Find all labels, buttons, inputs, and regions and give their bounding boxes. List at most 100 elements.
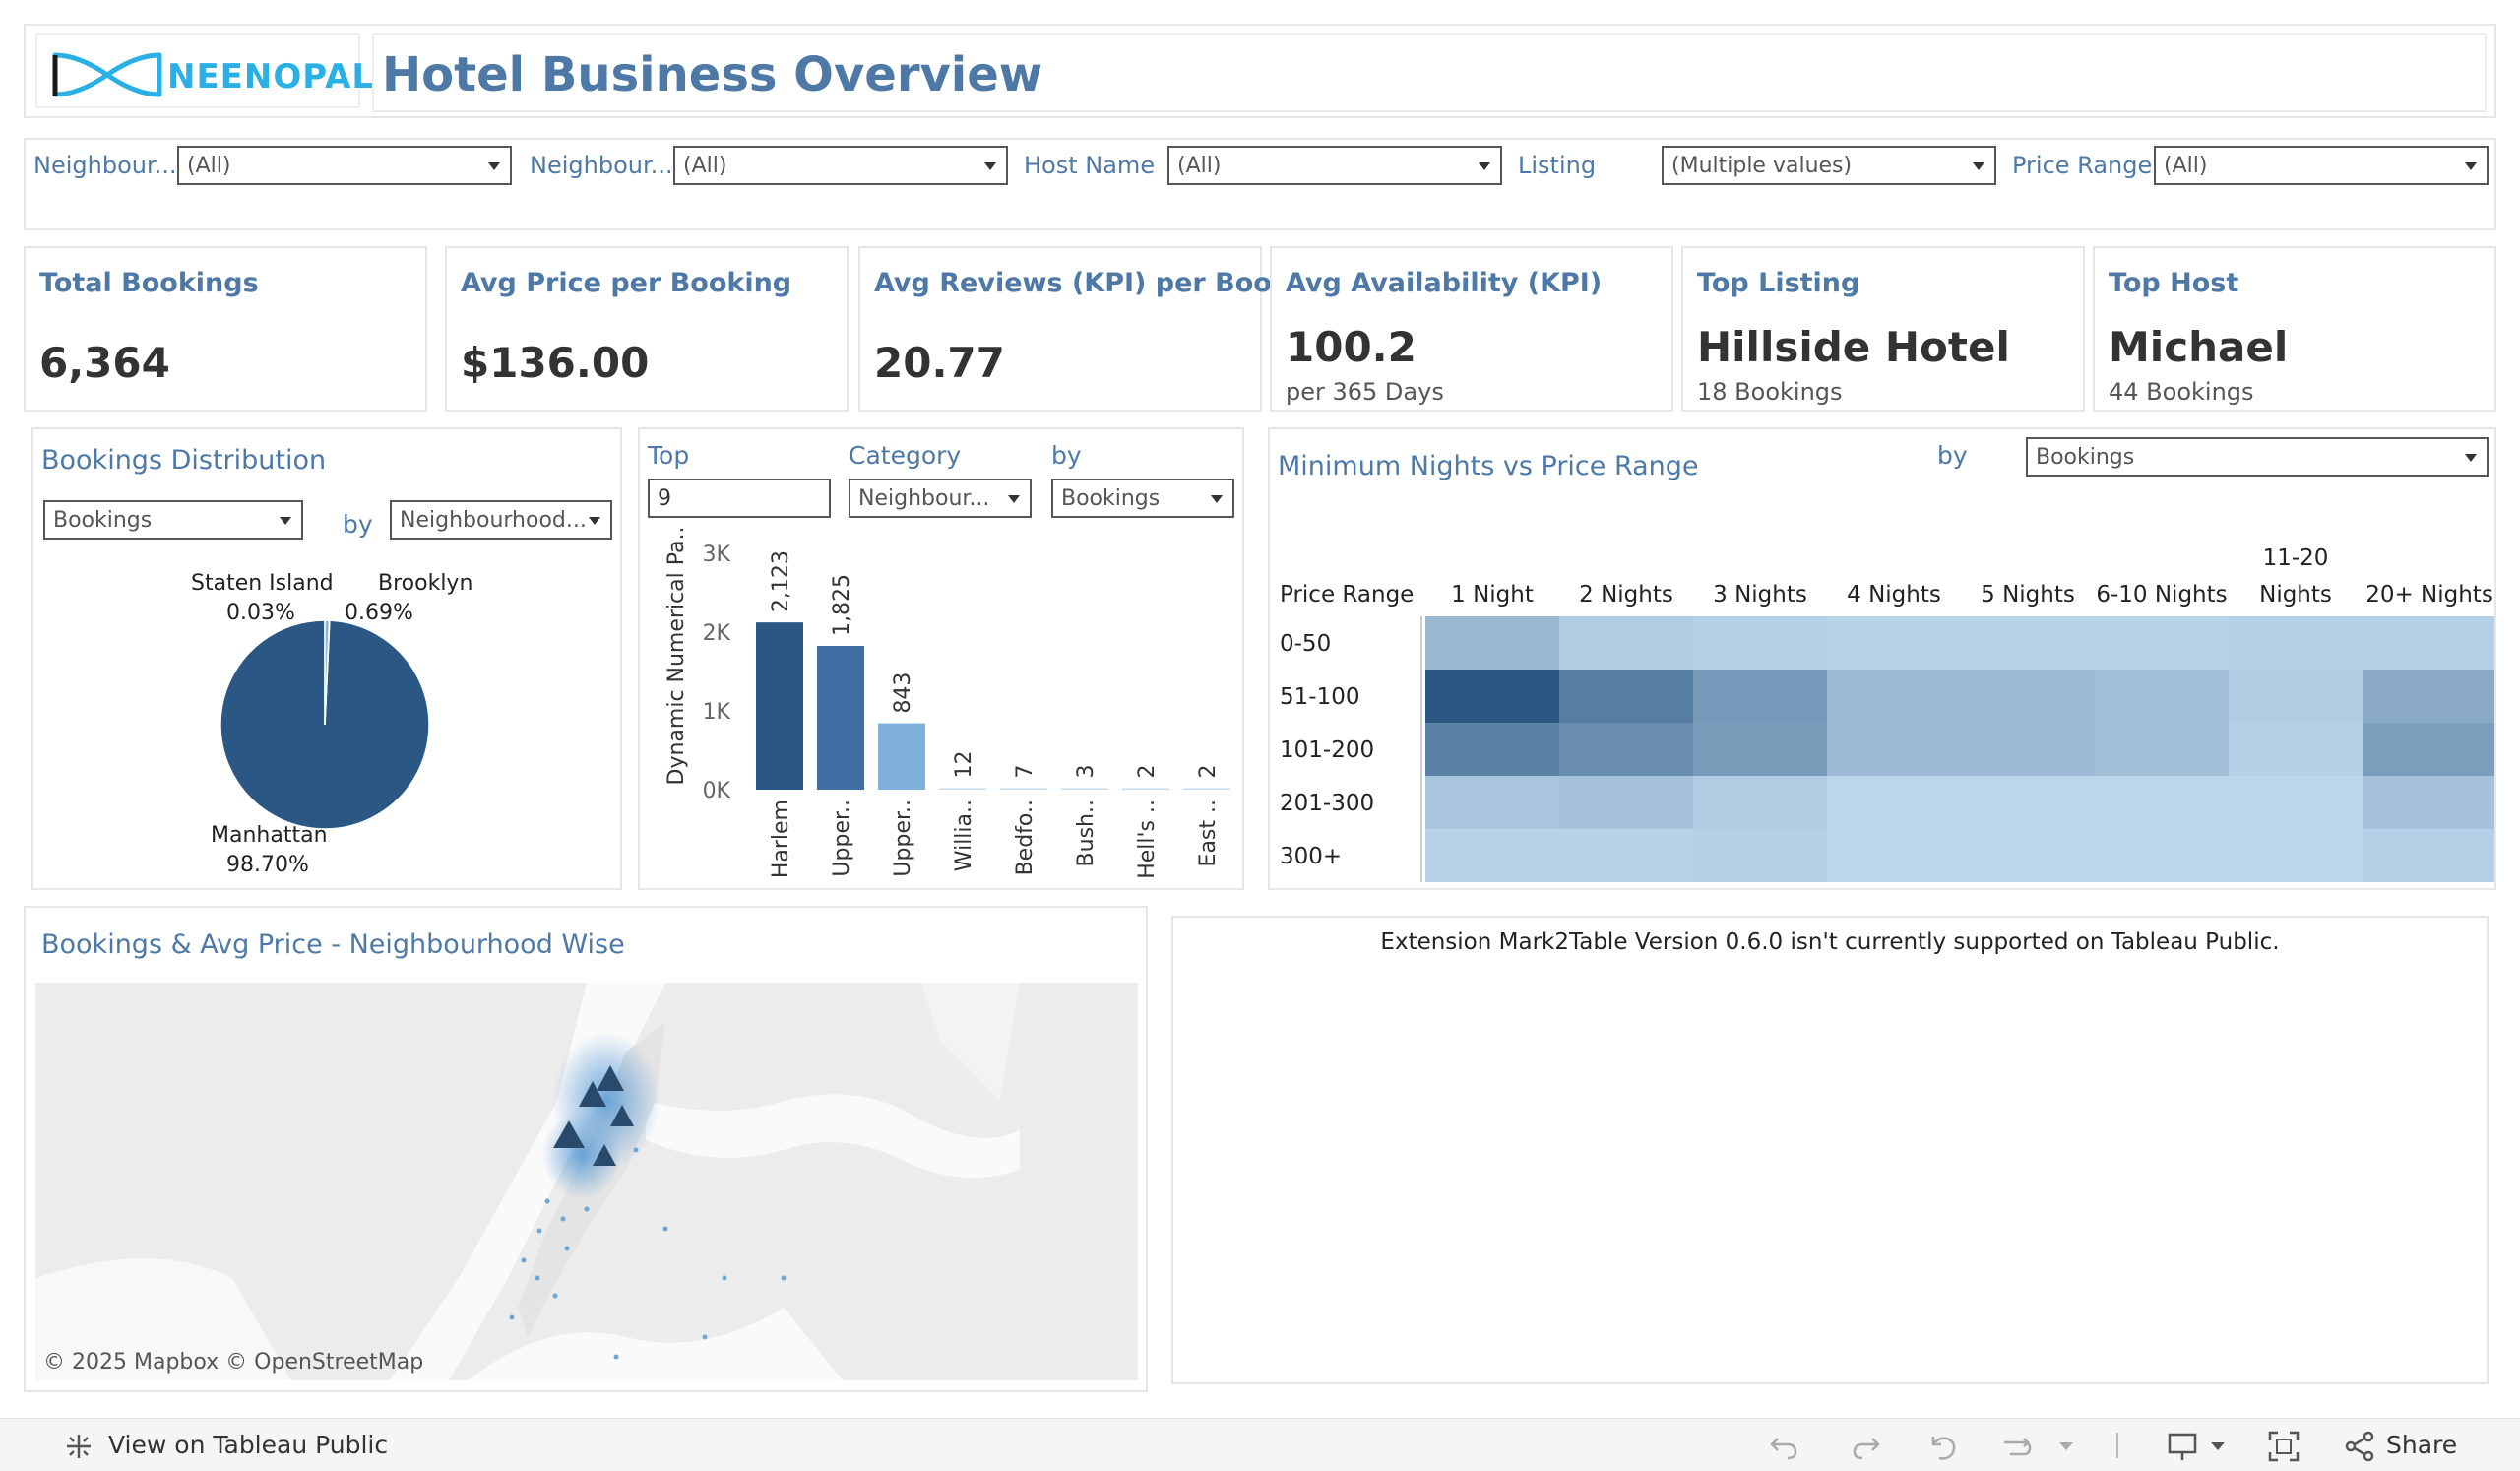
heatmap-cell[interactable]	[1961, 670, 2095, 723]
undo-icon[interactable]	[1766, 1429, 1801, 1464]
by-select[interactable]: Bookings	[1051, 479, 1234, 518]
bar-value-label: 2	[1196, 765, 1221, 779]
bar[interactable]	[878, 723, 925, 790]
bar-value-label: 1,825	[830, 574, 854, 636]
map-marker-triangle[interactable]	[553, 1120, 585, 1148]
heatmap-cell[interactable]	[1425, 670, 1559, 723]
heatmap-cell[interactable]	[1827, 829, 1961, 882]
heatmap-cell[interactable]	[2362, 723, 2494, 776]
chevron-down-icon[interactable]	[2209, 1440, 2227, 1452]
heatmap-cell[interactable]	[1559, 776, 1693, 829]
heatmap-cell[interactable]	[1425, 616, 1559, 670]
heatmap-cell[interactable]	[1961, 829, 2095, 882]
heatmap-cell[interactable]	[2095, 776, 2229, 829]
heatmap-cell[interactable]	[1693, 776, 1827, 829]
heatmap-cell[interactable]	[1827, 776, 1961, 829]
heatmap-cell[interactable]	[2229, 670, 2362, 723]
pie-chart[interactable]	[217, 616, 433, 833]
bar-value-label: 2,123	[769, 550, 793, 612]
filter-select-neighbourhood-group[interactable]: (All)	[177, 146, 512, 185]
map-marker-triangle[interactable]	[579, 1081, 606, 1107]
filter-label-neighbourhood: Neighbour...	[530, 152, 673, 179]
heatmap-measure-select[interactable]: Bookings	[2026, 437, 2488, 477]
map-marker-triangle[interactable]	[597, 1065, 624, 1091]
heatmap-cell[interactable]	[2229, 776, 2362, 829]
heatmap-cell[interactable]	[2095, 616, 2229, 670]
heatmap-cell[interactable]	[2095, 829, 2229, 882]
revert-icon[interactable]	[1925, 1429, 1961, 1464]
heatmap-cell[interactable]	[1693, 616, 1827, 670]
heatmap-cell[interactable]	[1425, 776, 1559, 829]
heatmap-cell[interactable]	[2095, 670, 2229, 723]
heatmap-cell[interactable]	[1827, 670, 1961, 723]
kpi-avg-reviews: Avg Reviews (KPI) per Booking 20.77	[858, 246, 1337, 412]
bar[interactable]	[1061, 788, 1108, 791]
map-marker-triangle[interactable]	[593, 1144, 616, 1166]
view-on-tableau-public-link[interactable]: View on Tableau Public	[108, 1431, 389, 1459]
heatmap-cell[interactable]	[1425, 723, 1559, 776]
share-icon[interactable]	[2343, 1429, 2378, 1464]
bar[interactable]	[1122, 788, 1169, 791]
heatmap-cell[interactable]	[1693, 723, 1827, 776]
share-button[interactable]: Share	[2386, 1431, 2458, 1459]
heatmap-cell[interactable]	[2229, 829, 2362, 882]
toolbar-divider	[2116, 1433, 2118, 1458]
filter-select-listing[interactable]: (Multiple values)	[1662, 146, 1996, 185]
chevron-down-icon	[589, 517, 600, 525]
dimension-select[interactable]: Neighbourhood...	[390, 500, 612, 540]
heatmap-cell[interactable]	[1559, 829, 1693, 882]
chevron-down-icon[interactable]	[2057, 1440, 2075, 1452]
heatmap-chart[interactable]: Price Range 1 Night 2 Nights 3 Nights 4 Nigh…	[1270, 508, 2494, 888]
heatmap-cell[interactable]	[2095, 723, 2229, 776]
heatmap-cell[interactable]	[1827, 616, 1961, 670]
column-header-label: 4 Nights	[1847, 582, 1941, 608]
heatmap-cell[interactable]	[2362, 776, 2494, 829]
bar[interactable]	[817, 646, 864, 790]
bar-value-label: 7	[1013, 765, 1038, 779]
heatmap-cell[interactable]	[1827, 723, 1961, 776]
heatmap-cell[interactable]	[2362, 670, 2494, 723]
heatmap-cell[interactable]	[1961, 776, 2095, 829]
heatmap-cell[interactable]	[2229, 616, 2362, 670]
category-label: Category	[849, 441, 962, 470]
refresh-icon[interactable]	[1998, 1429, 2034, 1464]
heatmap-cell[interactable]	[1961, 616, 2095, 670]
x-tick-label: East ..	[1196, 799, 1221, 866]
kpi-title: Total Bookings	[39, 268, 259, 298]
heatmap-cell[interactable]	[1693, 829, 1827, 882]
redo-icon[interactable]	[1849, 1429, 1884, 1464]
map-marker-triangle[interactable]	[610, 1105, 634, 1126]
filter-select-host-name[interactable]: (All)	[1167, 146, 1502, 185]
map-attribution[interactable]: © 2025 Mapbox © OpenStreetMap	[43, 1350, 424, 1375]
category-select[interactable]: Neighbour...	[849, 479, 1032, 518]
fullscreen-icon[interactable]	[2266, 1429, 2301, 1464]
heatmap-cell[interactable]	[2362, 616, 2494, 670]
kpi-value: Hillside Hotel	[1697, 323, 2010, 371]
pie-label-manhattan: Manhattan	[211, 823, 328, 848]
heatmap-cell[interactable]	[2362, 829, 2494, 882]
column-header-label: 1 Night	[1451, 582, 1534, 608]
bookings-distribution-panel: Bookings Distribution Bookings by Neighb…	[32, 427, 622, 890]
bar[interactable]	[756, 622, 803, 790]
heatmap-cell[interactable]	[2229, 723, 2362, 776]
bar[interactable]	[1183, 788, 1230, 791]
map[interactable]: © 2025 Mapbox © OpenStreetMap	[35, 983, 1138, 1380]
by-label: by	[1051, 441, 1082, 470]
column-header-label: 20+ Nights	[2365, 582, 2493, 608]
panel-title: Bookings Distribution	[41, 445, 327, 476]
bar[interactable]	[939, 788, 986, 791]
presentation-icon[interactable]	[2166, 1429, 2201, 1464]
bar[interactable]	[1000, 788, 1047, 791]
filter-select-price-range[interactable]: (All)	[2154, 146, 2488, 185]
heatmap-cell[interactable]	[1693, 670, 1827, 723]
measure-select[interactable]: Bookings	[43, 500, 303, 540]
bar-chart[interactable]: Dynamic Numerical Pa.. 3K 2K 1K 0K 2,123 Harle…	[640, 528, 1242, 888]
heatmap-cell[interactable]	[1425, 829, 1559, 882]
heatmap-cell[interactable]	[1961, 723, 2095, 776]
heatmap-cell[interactable]	[1559, 670, 1693, 723]
top-n-input[interactable]: 9	[648, 479, 831, 518]
heatmap-cell[interactable]	[1559, 616, 1693, 670]
filter-select-neighbourhood[interactable]: (All)	[673, 146, 1008, 185]
heatmap-cell[interactable]	[1559, 723, 1693, 776]
pie-slice-staten-island[interactable]	[324, 619, 331, 726]
